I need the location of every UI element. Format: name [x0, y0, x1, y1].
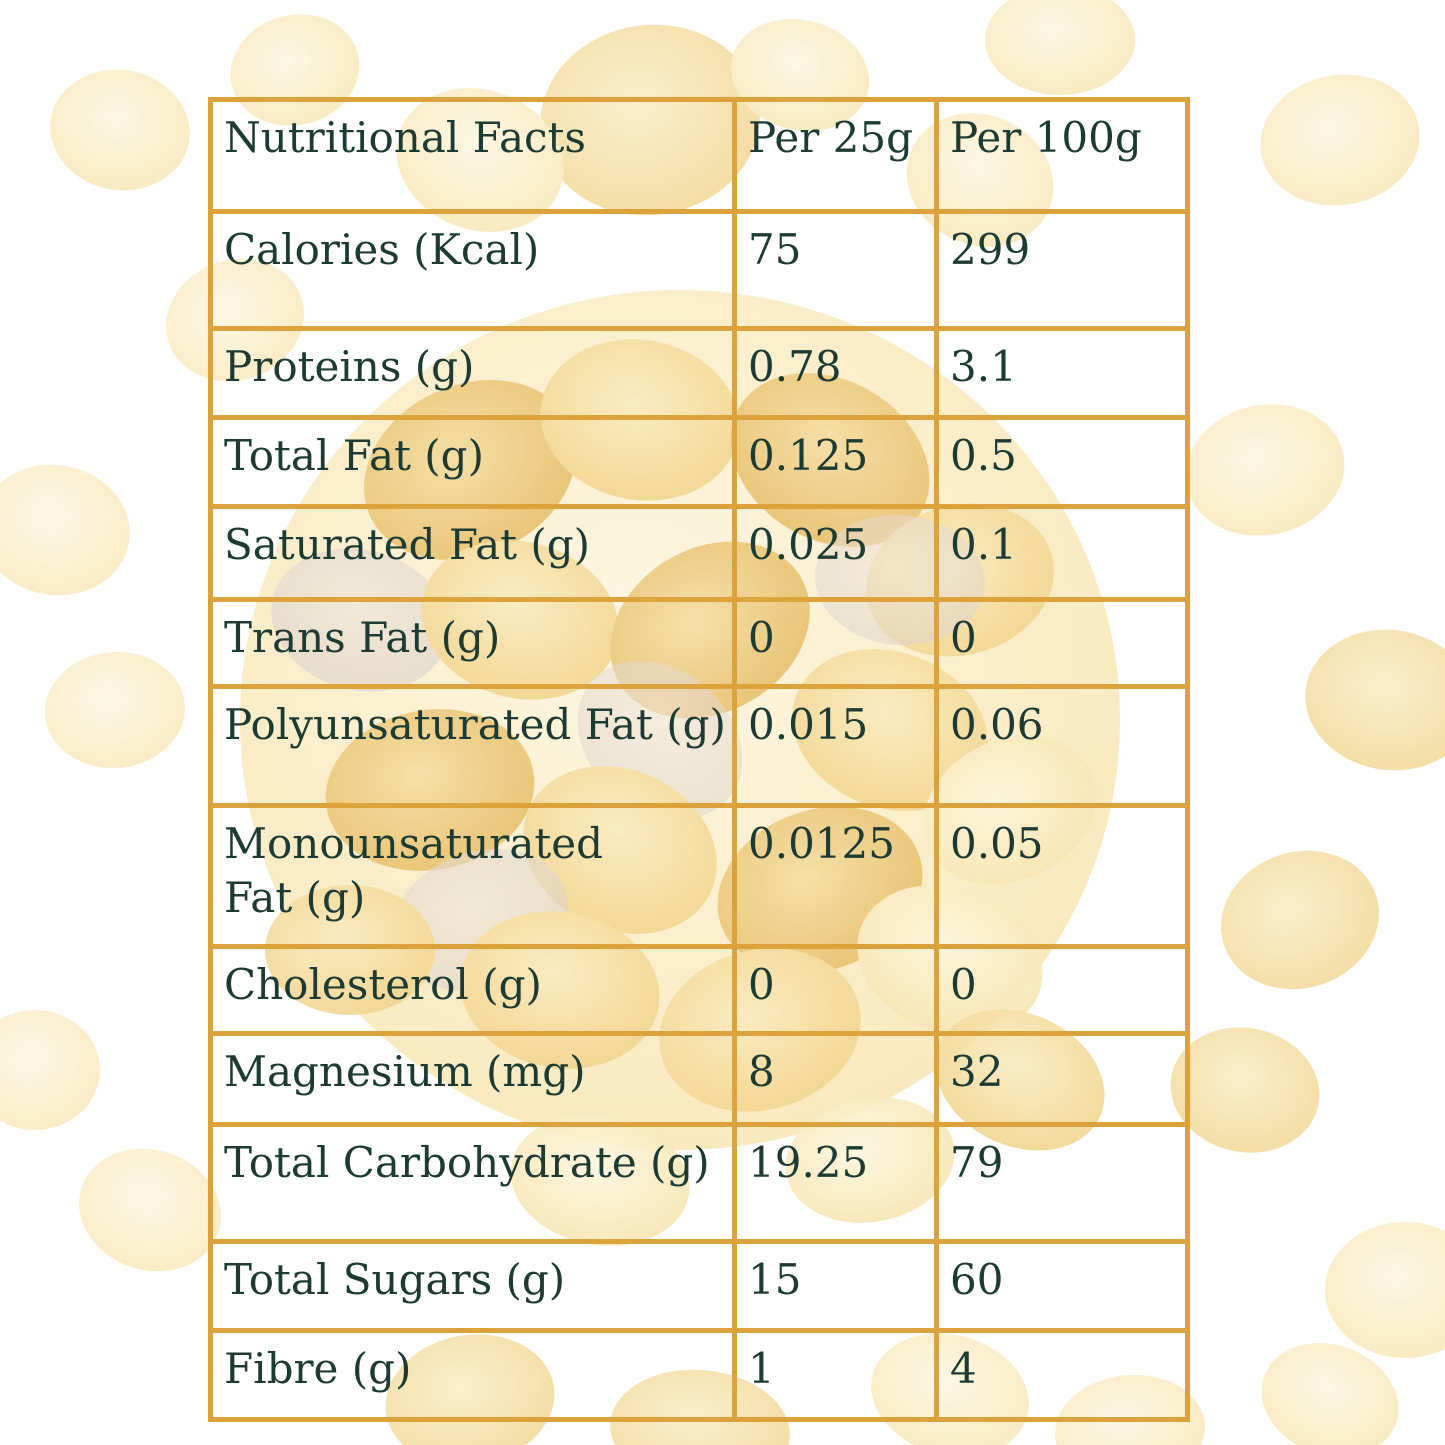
table-row-trans-fat: Trans Fat (g) 0 0 — [208, 597, 1190, 689]
row-label: Calories (Kcal) — [208, 209, 737, 331]
table-row-total-carbohydrate: Total Carbohydrate (g) 19.25 79 — [208, 1122, 1190, 1244]
value-per-25g: 15 — [732, 1239, 939, 1333]
table-row-magnesium: Magnesium (mg) 8 32 — [208, 1031, 1190, 1127]
table-row-saturated-fat: Saturated Fat (g) 0.025 0.1 — [208, 504, 1190, 602]
value-per-100g: 0.06 — [934, 684, 1190, 808]
value-per-100g: 299 — [934, 209, 1190, 331]
value-per-25g: 19.25 — [732, 1122, 939, 1244]
row-label: Trans Fat (g) — [208, 597, 737, 689]
row-label: Proteins (g) — [208, 326, 737, 420]
value-per-100g: 0.05 — [934, 803, 1190, 949]
row-label: Cholesterol (g) — [208, 944, 737, 1036]
row-label: Monounsaturated Fat (g) — [208, 803, 737, 949]
table-row-polyunsaturated-fat: Polyunsaturated Fat (g) 0.015 0.06 — [208, 684, 1190, 808]
value-per-100g: 0.1 — [934, 504, 1190, 602]
value-per-100g: 0 — [934, 597, 1190, 689]
row-label: Fibre (g) — [208, 1328, 737, 1422]
row-label: Saturated Fat (g) — [208, 504, 737, 602]
value-per-25g: 1 — [732, 1328, 939, 1422]
header-per-25g: Per 25g — [732, 97, 939, 214]
value-per-25g: 75 — [732, 209, 939, 331]
value-per-25g: 0.125 — [732, 415, 939, 509]
value-per-100g: 0 — [934, 944, 1190, 1036]
table-row-total-sugars: Total Sugars (g) 15 60 — [208, 1239, 1190, 1333]
value-per-25g: 0.78 — [732, 326, 939, 420]
row-label: Total Sugars (g) — [208, 1239, 737, 1333]
value-per-25g: 0.015 — [732, 684, 939, 808]
table-row-cholesterol: Cholesterol (g) 0 0 — [208, 944, 1190, 1036]
value-per-100g: 60 — [934, 1239, 1190, 1333]
row-label: Magnesium (mg) — [208, 1031, 737, 1127]
table-header-row: Nutritional Facts Per 25g Per 100g — [208, 97, 1190, 214]
value-per-100g: 79 — [934, 1122, 1190, 1244]
table-row-total-fat: Total Fat (g) 0.125 0.5 — [208, 415, 1190, 509]
value-per-25g: 0.025 — [732, 504, 939, 602]
value-per-25g: 0.0125 — [732, 803, 939, 949]
value-per-25g: 8 — [732, 1031, 939, 1127]
table-row-proteins: Proteins (g) 0.78 3.1 — [208, 326, 1190, 420]
nutrition-facts-table: Nutritional Facts Per 25g Per 100g Calor… — [208, 97, 1190, 1422]
value-per-25g: 0 — [732, 597, 939, 689]
header-per-100g: Per 100g — [934, 97, 1190, 214]
row-label: Total Carbohydrate (g) — [208, 1122, 737, 1244]
value-per-100g: 3.1 — [934, 326, 1190, 420]
header-nutritional-facts: Nutritional Facts — [208, 97, 737, 214]
value-per-100g: 32 — [934, 1031, 1190, 1127]
row-label: Polyunsaturated Fat (g) — [208, 684, 737, 808]
value-per-100g: 4 — [934, 1328, 1190, 1422]
table-row-monounsaturated-fat: Monounsaturated Fat (g) 0.0125 0.05 — [208, 803, 1190, 949]
table-row-calories: Calories (Kcal) 75 299 — [208, 209, 1190, 331]
table-row-fibre: Fibre (g) 1 4 — [208, 1328, 1190, 1422]
value-per-100g: 0.5 — [934, 415, 1190, 509]
row-label: Total Fat (g) — [208, 415, 737, 509]
value-per-25g: 0 — [732, 944, 939, 1036]
